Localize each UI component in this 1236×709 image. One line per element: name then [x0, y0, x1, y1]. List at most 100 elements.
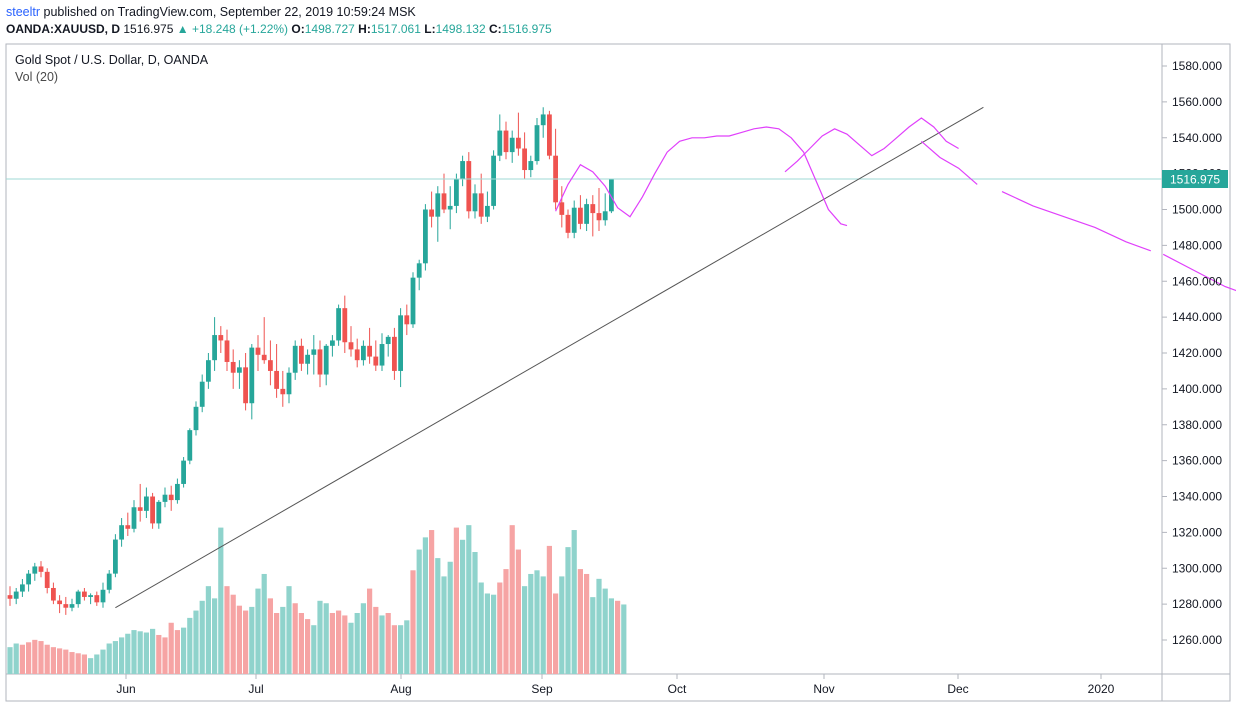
volume-bar [181, 627, 187, 674]
volume-bar [106, 643, 112, 674]
candle-body [485, 205, 490, 217]
candle-body [280, 388, 286, 395]
volume-bar [26, 642, 32, 674]
volume-bar [267, 598, 273, 674]
y-tick-label: 1360.000 [1172, 454, 1222, 468]
volume-bar [590, 597, 596, 674]
candle-body [466, 161, 472, 212]
volume-bar [354, 613, 360, 674]
volume-bar [348, 622, 354, 674]
last-price: 1516.975 [123, 22, 174, 36]
volume-bar [398, 625, 404, 674]
candle-body [38, 566, 44, 572]
legend-title: Gold Spot / U.S. Dollar, D, OANDA [15, 53, 209, 67]
candle-body [311, 349, 317, 355]
volume-bar [44, 644, 50, 674]
volume-bar [32, 639, 38, 674]
candle-body [596, 213, 602, 221]
volume-bar [50, 647, 56, 674]
candle-body [435, 193, 441, 217]
volume-bar [416, 549, 422, 674]
y-tick-label: 1340.000 [1172, 490, 1222, 504]
candle-body [361, 345, 366, 361]
projection-path [555, 126, 848, 227]
volume-bar [88, 658, 94, 674]
volume-bar [503, 569, 509, 674]
volume-bar [565, 547, 571, 674]
candle-body [559, 202, 565, 215]
candle-body [94, 595, 100, 603]
candle-body [509, 137, 515, 153]
author-link[interactable]: steeltr [6, 5, 41, 19]
candle-body [410, 277, 416, 325]
close-label: C: [488, 22, 502, 36]
y-tick-label: 1540.000 [1172, 131, 1222, 145]
y-tick-label: 1580.000 [1172, 59, 1222, 73]
volume-bar [81, 654, 87, 674]
y-tick-label: 1460.000 [1172, 274, 1222, 288]
volume-bar [478, 582, 484, 674]
volume-bar [329, 613, 335, 674]
candle-body [274, 370, 279, 389]
x-tick-label: Aug [390, 682, 411, 696]
x-tick-label: Dec [947, 682, 968, 696]
trendline [115, 106, 984, 609]
volume-bar [69, 652, 75, 674]
candle-body [88, 595, 93, 597]
candle-body [13, 591, 19, 599]
candle-body [193, 406, 199, 431]
candle-body [348, 342, 354, 350]
volume-bar [602, 588, 608, 674]
change-value: +18.248 (+1.22%) [191, 22, 289, 36]
volume-bar [577, 569, 583, 674]
y-tick-label: 1380.000 [1172, 418, 1222, 432]
volume-bar [305, 619, 311, 674]
candle-body [32, 566, 38, 574]
volume-bar [404, 620, 410, 674]
volume-bar [317, 600, 323, 674]
volume-bar [125, 633, 131, 674]
volume-bar [447, 561, 453, 674]
volume-bar [274, 613, 280, 674]
candle-body [609, 179, 614, 212]
candle-body [156, 501, 162, 524]
volume-bar [75, 653, 81, 674]
open-value: 1498.727 [304, 22, 355, 36]
volume-bar [119, 637, 125, 674]
candle-body [224, 340, 230, 362]
candle-body [82, 591, 87, 597]
volume-bar [608, 598, 614, 674]
volume-bar [453, 527, 459, 674]
projection-path [1001, 191, 1152, 252]
volume-bar [410, 570, 416, 674]
candle-body [305, 354, 310, 364]
volume-bar [199, 600, 205, 674]
candle-body [385, 336, 391, 345]
volume-bar [150, 628, 156, 674]
x-tick-label: 2020 [1088, 682, 1115, 696]
candle-body [63, 604, 69, 608]
candle-body [243, 367, 248, 404]
candle-body [584, 204, 589, 224]
volume-bar [367, 588, 373, 674]
low-value: 1498.132 [435, 22, 486, 36]
volume-bar [292, 603, 298, 674]
y-tick-label: 1560.000 [1172, 95, 1222, 109]
volume-bar [156, 634, 162, 674]
volume-bar [57, 648, 63, 674]
volume-bar [286, 586, 292, 674]
volume-bar [509, 525, 515, 674]
volume-bar [534, 570, 540, 674]
volume-bar [466, 525, 472, 674]
volume-bar [255, 588, 261, 674]
candle-body [528, 161, 534, 171]
volume-bar [491, 594, 497, 674]
volume-bar [540, 576, 546, 674]
volume-bar [435, 558, 441, 674]
candle-body [299, 345, 304, 364]
candle-body [398, 315, 403, 371]
volume-bar [298, 613, 304, 674]
open-label: O: [291, 22, 305, 36]
volume-bar [323, 603, 329, 674]
